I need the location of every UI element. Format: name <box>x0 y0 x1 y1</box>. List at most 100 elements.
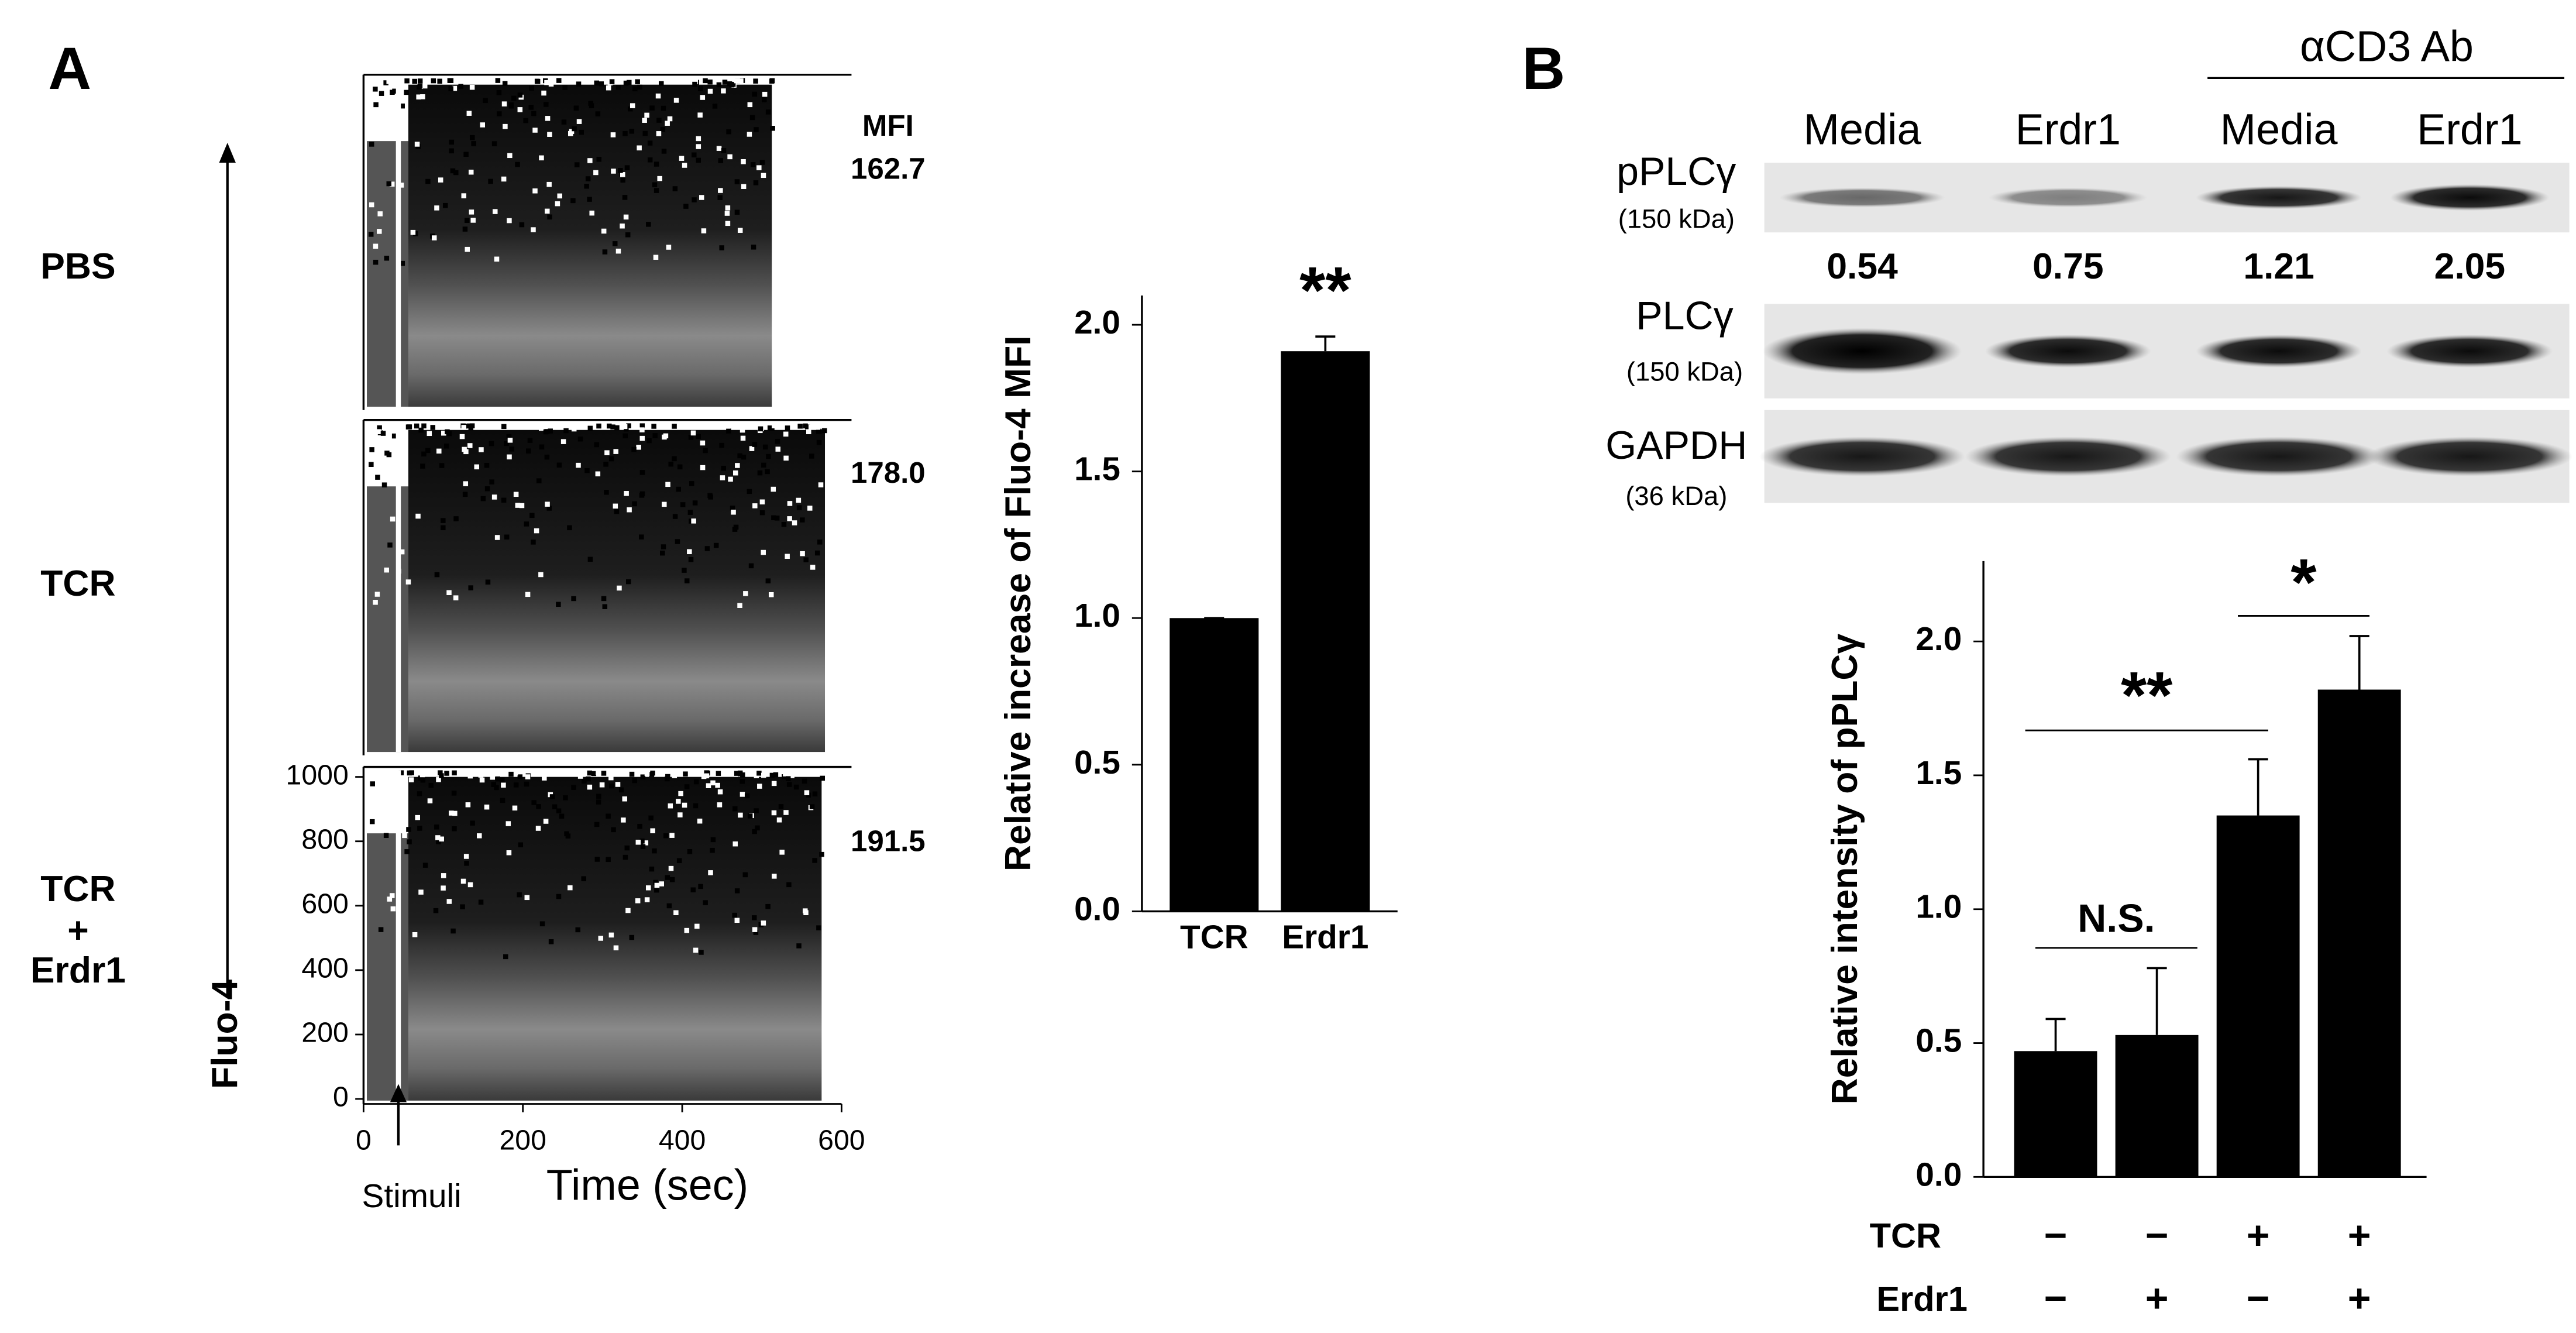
flow-dot <box>692 197 697 202</box>
flow-dot <box>507 454 512 460</box>
flow-dot <box>496 90 502 95</box>
flow-dot <box>453 516 459 521</box>
flow-dot <box>701 228 707 233</box>
flow-dot <box>460 878 466 884</box>
flow-dot <box>513 782 519 788</box>
flow-dot <box>404 90 409 95</box>
flow-dot <box>688 435 694 440</box>
flow-dot <box>601 228 607 234</box>
flow-dot <box>625 908 631 913</box>
flow-dot <box>629 935 635 940</box>
flow-dot <box>668 803 673 809</box>
flow-dot <box>602 249 608 255</box>
flow-dot <box>557 193 562 199</box>
flow-dot <box>717 195 723 200</box>
flow-dot <box>754 808 759 813</box>
flow-dot <box>571 785 576 790</box>
flow-dot <box>468 585 473 590</box>
flow-dot <box>467 443 473 448</box>
flow-dot <box>589 103 594 108</box>
flow-dot <box>732 841 738 847</box>
mfi-header: MFI <box>862 109 914 142</box>
condition-sign: + <box>2145 1276 2169 1321</box>
flow-dot <box>415 513 421 519</box>
flow-dot <box>596 793 601 799</box>
flow-dot <box>627 507 632 513</box>
flow-dot <box>484 804 490 810</box>
flow-dot <box>563 428 569 434</box>
flow-dot <box>756 165 762 170</box>
y-tick-label: 0.0 <box>1915 1156 1962 1193</box>
flow-dot <box>618 787 624 793</box>
flow-dot <box>703 78 708 84</box>
flow-dot <box>570 198 576 204</box>
flow-dot <box>756 423 761 429</box>
y-axis-arrowhead <box>219 142 236 163</box>
significance-label: ** <box>2121 658 2173 733</box>
flow-dot <box>587 158 593 163</box>
flow-dot <box>761 462 766 468</box>
flow-dot <box>576 119 582 124</box>
flow-dot <box>506 434 512 439</box>
flow-density <box>367 141 408 407</box>
flow-dot <box>617 585 622 591</box>
flow-dot <box>376 429 382 434</box>
flow-dot <box>693 803 699 809</box>
flow-dot <box>386 181 392 187</box>
flow-dot <box>576 462 581 468</box>
flow-dot <box>626 423 631 428</box>
flow-dot <box>417 78 423 84</box>
flow-dot <box>728 476 733 482</box>
flow-dot <box>770 126 775 131</box>
flow-dot <box>369 819 375 824</box>
flow-dot <box>649 105 655 111</box>
flow-dot <box>654 188 659 193</box>
flow-dot <box>375 475 380 480</box>
flow-dot <box>632 501 637 507</box>
flow-dot <box>710 780 716 786</box>
flow-dot <box>812 791 818 797</box>
mfi-value: 162.7 <box>851 152 926 185</box>
flow-dot <box>441 525 446 531</box>
flow-dot <box>593 170 599 176</box>
flow-dot <box>652 848 657 854</box>
flow-dot <box>775 438 780 444</box>
flow-dot <box>577 774 583 779</box>
flow-dot <box>646 222 651 227</box>
flow-dot <box>815 424 821 430</box>
flow-dot <box>659 81 664 87</box>
flow-dot <box>513 770 518 776</box>
flow-dot <box>677 464 683 470</box>
flow-dot <box>419 772 425 778</box>
flow-dot <box>749 424 754 429</box>
flow-dot <box>559 813 565 819</box>
flow-dot <box>451 791 457 796</box>
y-tick-label: 200 <box>301 1017 348 1049</box>
flow-dot <box>796 943 802 949</box>
flow-dot <box>624 165 630 170</box>
flow-dot <box>434 205 439 211</box>
flow-dot <box>402 833 407 839</box>
flow-dot <box>724 211 730 216</box>
flow-density <box>367 833 408 1101</box>
flow-dot <box>450 168 456 174</box>
flow-dot <box>684 784 690 789</box>
flow-dot <box>737 228 743 233</box>
flow-dot <box>645 885 651 891</box>
flow-dot <box>587 784 593 790</box>
flow-dot <box>696 157 701 163</box>
flow-dot <box>562 85 568 90</box>
flow-dot <box>622 796 628 802</box>
flow-dot <box>778 804 784 809</box>
flow-dot <box>761 549 766 555</box>
flow-dot <box>431 78 436 84</box>
flow-dot <box>758 426 763 432</box>
flow-dot <box>623 80 629 86</box>
flow-dot <box>647 140 653 146</box>
flow-dot <box>635 840 641 845</box>
flow-dot <box>406 827 411 832</box>
flow-dot <box>639 470 645 475</box>
flow-dot <box>434 572 440 578</box>
flow-dot <box>808 424 814 430</box>
flow-dot <box>779 850 785 855</box>
